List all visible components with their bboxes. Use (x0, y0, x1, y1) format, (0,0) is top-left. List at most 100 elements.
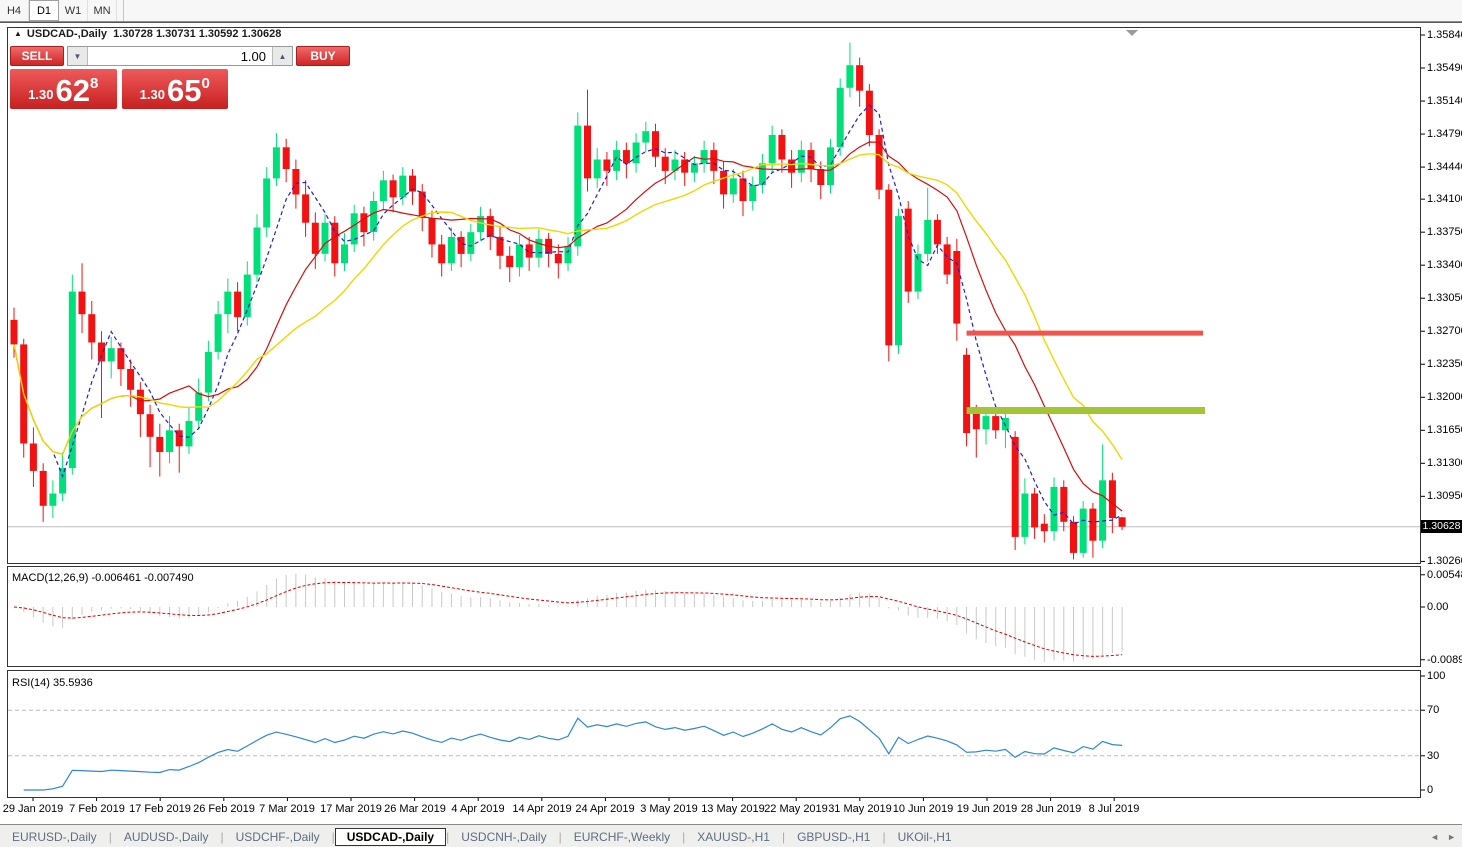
volume-input[interactable] (88, 47, 272, 65)
candle-body (982, 416, 990, 430)
main-chart-frame (7, 27, 1421, 564)
candle-body (992, 416, 1000, 431)
timeframe-button-mn[interactable]: MN (88, 0, 117, 21)
candle-body (603, 159, 611, 171)
sell-price-prefix: 1.30 (28, 87, 54, 102)
candle-body (136, 389, 144, 415)
candle-body (817, 169, 825, 185)
candle-body (156, 436, 164, 452)
buy-price-button[interactable]: 1.30 65 0 (121, 69, 228, 109)
buy-price-main: 65 (166, 73, 202, 108)
tab-scroll-left-icon[interactable]: ◄ (1430, 831, 1440, 842)
tab-separator: | (781, 829, 786, 844)
candle-body (584, 125, 591, 179)
chart-tab-eurchf[interactable]: EURCHF-,Weekly (573, 829, 671, 844)
candle-body (59, 468, 67, 494)
volume-stepper: ▼ ▲ (67, 46, 293, 66)
candle-body (632, 142, 640, 164)
candle-body (311, 222, 319, 254)
candle-body (1089, 508, 1097, 541)
moving-average-line-5 (13, 104, 1123, 525)
candle-body (914, 253, 922, 292)
candle-body (710, 150, 718, 171)
tab-scroll-controls: ◄ ► (1430, 832, 1456, 842)
candle-body (720, 170, 728, 195)
timeframe-button-d1[interactable]: D1 (29, 0, 59, 21)
candle-body (836, 87, 844, 148)
chart-shift-marker-icon[interactable] (1126, 30, 1138, 36)
candle-body (895, 216, 902, 346)
candle-body (865, 90, 873, 135)
buy-price-prefix: 1.30 (139, 87, 165, 102)
volume-increase-icon[interactable]: ▲ (272, 47, 292, 65)
candle-body (593, 159, 601, 179)
candle-body (681, 159, 689, 173)
candle-body (341, 244, 348, 264)
chart-tab-usdcad[interactable]: USDCAD-,Daily (334, 827, 447, 846)
tab-separator: | (558, 829, 562, 844)
rsi-panel-frame (7, 670, 1421, 798)
timeframe-button-w1[interactable]: W1 (59, 0, 88, 21)
candle-body (933, 219, 941, 245)
chart-tab-gbpusd[interactable]: GBPUSD-,H1 (797, 829, 871, 844)
candle-body (399, 175, 407, 198)
candle-body (788, 159, 796, 173)
candle-body (447, 236, 455, 264)
candle-body (486, 216, 494, 237)
candle-body (370, 201, 378, 233)
candle-body (700, 150, 708, 164)
candle-body (175, 430, 183, 447)
candle-body (1118, 517, 1126, 527)
candle-body (963, 354, 971, 434)
tab-separator: | (108, 829, 112, 844)
candle-body (224, 291, 232, 315)
candle-body (10, 319, 18, 345)
candle-body (515, 244, 523, 267)
chart-tab-usdchf[interactable]: USDCHF-,Daily (235, 829, 320, 844)
chart-symbol-label: USDCAD-,Daily (26, 28, 107, 40)
chart-tab-usdcnh[interactable]: USDCNH-,Daily (461, 829, 547, 844)
candle-body (263, 178, 271, 228)
candle-body (758, 163, 766, 185)
chart-tab-bar: EURUSD-,Daily | AUDUSD-,Daily | USDCHF-,Dail… (0, 824, 1462, 847)
moving-average-line-20 (13, 153, 1123, 461)
sell-price-button[interactable]: 1.30 62 8 (10, 69, 117, 109)
chart-tab-xauusd[interactable]: XAUUSD-,H1 (697, 829, 770, 844)
candle-body (29, 443, 37, 471)
candle-body (1070, 521, 1077, 553)
candle-body (389, 180, 397, 198)
chart-title: ▲ USDCAD-,Daily 1.30728 1.30731 1.30592 1… (14, 28, 281, 40)
candle-body (642, 131, 650, 143)
chart-tab-audusd[interactable]: AUDUSD-,Daily (123, 829, 209, 844)
candle-body (1060, 486, 1068, 522)
candle-body (690, 163, 698, 173)
candle-body (875, 135, 883, 190)
candle-body (613, 150, 621, 171)
timeframe-button-h4[interactable]: H4 (0, 0, 29, 21)
candle-body (661, 156, 669, 171)
one-click-trade-panel: SELL ▼ ▲ BUY 1.30 62 8 1.30 65 0 (10, 46, 350, 109)
buy-button[interactable]: BUY (296, 46, 350, 66)
candle-body (166, 430, 173, 452)
candle-body (953, 251, 961, 324)
chart-tab-eurusd[interactable]: EURUSD-,Daily (12, 829, 97, 844)
candle-body (204, 352, 212, 393)
candle-body (127, 369, 135, 390)
candle-body (1079, 508, 1087, 553)
candle-body (807, 150, 815, 169)
candle-body (409, 175, 416, 192)
candle-body (797, 150, 805, 173)
one-click-collapse-icon[interactable]: ▲ (14, 29, 22, 38)
candle-body (350, 213, 358, 245)
rsi-line (23, 715, 1123, 791)
volume-decrease-icon[interactable]: ▼ (68, 47, 88, 65)
tab-scroll-right-icon[interactable]: ► (1447, 831, 1456, 842)
candle-body (671, 159, 679, 171)
candle-body (98, 342, 105, 362)
candle-body (1031, 493, 1039, 528)
sell-button[interactable]: SELL (10, 46, 64, 66)
chart-tab-ukoil[interactable]: UKOil-,H1 (897, 829, 952, 844)
candle-body (904, 208, 912, 292)
tab-separator: | (882, 829, 886, 844)
candle-body (535, 238, 543, 258)
